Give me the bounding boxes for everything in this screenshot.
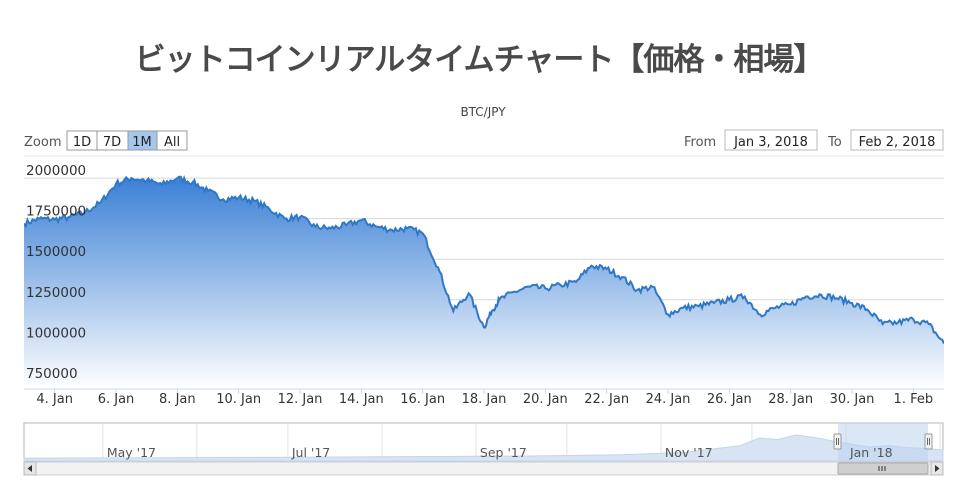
y-tick-label: 1250000 xyxy=(26,285,86,301)
x-tick-label: 16. Jan xyxy=(400,392,445,407)
range-button-1d[interactable]: 1D xyxy=(66,130,98,151)
page-title: ビットコインリアルタイムチャート【価格・相場】 xyxy=(134,42,825,78)
navigator-selection[interactable] xyxy=(838,423,928,461)
to-label: To xyxy=(827,135,842,150)
chart-subtitle: BTC/JPY xyxy=(460,105,506,119)
navigator-labels: May '17 Jul '17 Sep '17 Nov '17 Jan '18 xyxy=(107,445,893,460)
to-date-value: Feb 2, 2018 xyxy=(859,135,936,150)
x-tick-label: 14. Jan xyxy=(339,392,384,407)
zoom-label: Zoom xyxy=(24,135,61,150)
x-tick-label: 24. Jan xyxy=(646,392,691,407)
x-tick-label: 1. Feb xyxy=(894,392,934,407)
x-tick-label: 4. Jan xyxy=(36,392,73,407)
scroll-left-button[interactable] xyxy=(23,461,37,476)
range-button-label: 7D xyxy=(103,135,121,150)
x-tick-label: 18. Jan xyxy=(462,392,507,407)
navigator-label: Jul '17 xyxy=(291,445,330,460)
y-axis-labels: 750000 1000000 1250000 1500000 1750000 200000… xyxy=(26,163,86,382)
x-tick-label: 30. Jan xyxy=(830,392,875,407)
scrollbar-track xyxy=(23,461,944,476)
navigator-left-handle[interactable] xyxy=(833,433,842,450)
range-button-label: 1D xyxy=(73,135,91,150)
range-button-label: 1M xyxy=(132,135,152,150)
scrollbar-thumb[interactable] xyxy=(837,462,929,475)
y-tick-label: 1500000 xyxy=(26,244,86,260)
arrow-left-icon xyxy=(27,465,32,472)
range-button-1m[interactable]: 1M xyxy=(127,130,158,151)
x-tick-label: 28. Jan xyxy=(768,392,813,407)
y-tick-label: 1750000 xyxy=(26,204,86,220)
price-area xyxy=(24,176,944,389)
x-tick-label: 6. Jan xyxy=(98,392,135,407)
from-date-input[interactable]: Jan 3, 2018 xyxy=(724,129,818,151)
range-button-7d[interactable]: 7D xyxy=(96,130,129,151)
from-date-value: Jan 3, 2018 xyxy=(733,135,808,150)
navigator-label: Sep '17 xyxy=(480,445,527,460)
navigator-right-handle[interactable] xyxy=(924,433,933,450)
y-tick-label: 1000000 xyxy=(26,325,86,341)
y-tick-label: 2000000 xyxy=(26,163,86,179)
x-tick-label: 12. Jan xyxy=(278,392,323,407)
x-tick-label: 22. Jan xyxy=(584,392,629,407)
price-line xyxy=(24,175,944,345)
x-tick-label: 20. Jan xyxy=(523,392,568,407)
x-tick-label: 10. Jan xyxy=(216,392,261,407)
range-button-all[interactable]: All xyxy=(156,130,188,151)
x-tick-label: 26. Jan xyxy=(707,392,752,407)
x-axis-labels: 4. Jan 6. Jan 8. Jan 10. Jan 12. Jan 14. Jan 1… xyxy=(36,389,933,407)
from-label: From xyxy=(684,135,716,150)
x-tick-label: 8. Jan xyxy=(159,392,196,407)
navigator-label: Jan '18 xyxy=(849,445,893,460)
navigator[interactable]: May '17 Jul '17 Sep '17 Nov '17 Jan '18 xyxy=(23,422,944,462)
navigator-label: May '17 xyxy=(107,445,156,460)
range-button-label: All xyxy=(164,135,180,150)
navigator-label: Nov '17 xyxy=(665,445,713,460)
to-date-input[interactable]: Feb 2, 2018 xyxy=(850,129,944,151)
scroll-right-button[interactable] xyxy=(930,461,944,476)
y-tick-label: 750000 xyxy=(26,366,78,382)
arrow-right-icon xyxy=(935,465,940,472)
scrollbar[interactable] xyxy=(23,461,944,476)
